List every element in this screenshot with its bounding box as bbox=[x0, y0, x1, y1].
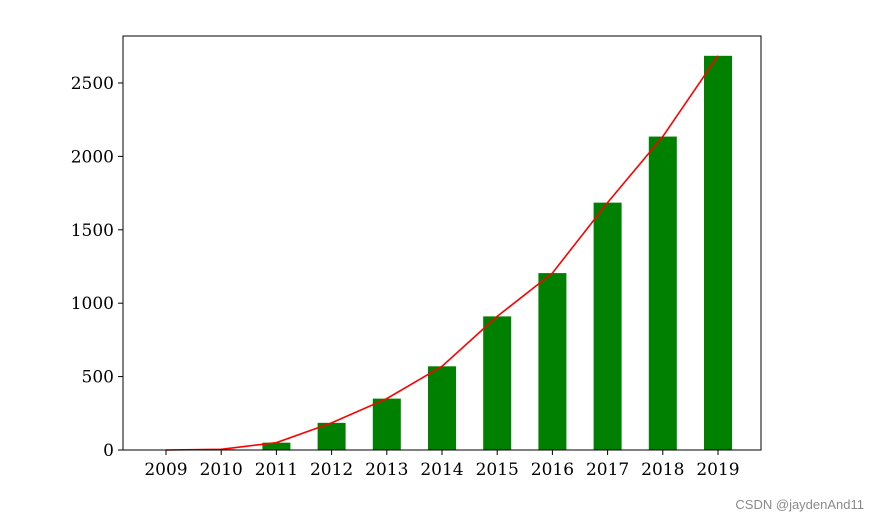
x-tick-label: 2016 bbox=[531, 460, 574, 480]
watermark: CSDN @jaydenAnd11 bbox=[735, 497, 864, 512]
x-axis: 2009 2010 2011 2012 2013 2014 2015 2016 2017 2018… bbox=[144, 450, 740, 480]
bar-2017 bbox=[593, 202, 622, 450]
bar-2016 bbox=[538, 273, 567, 450]
x-tick-label: 2014 bbox=[420, 460, 463, 480]
y-tick-label: 1000 bbox=[71, 294, 114, 314]
bar-series bbox=[207, 55, 732, 450]
x-tick-label: 2010 bbox=[200, 460, 243, 480]
bar-2018 bbox=[648, 136, 677, 450]
x-tick-label: 2013 bbox=[365, 460, 408, 480]
bar-2014 bbox=[428, 366, 456, 450]
x-tick-label: 2019 bbox=[696, 460, 739, 480]
bar-2013 bbox=[372, 398, 401, 450]
y-tick-label: 1500 bbox=[71, 221, 114, 241]
x-tick-label: 2017 bbox=[586, 460, 629, 480]
y-tick-label: 0 bbox=[103, 441, 114, 461]
x-tick-label: 2012 bbox=[310, 460, 353, 480]
y-tick-label: 500 bbox=[82, 368, 114, 388]
x-tick-label: 2015 bbox=[476, 460, 519, 480]
line-series bbox=[165, 55, 719, 451]
bar-2019 bbox=[704, 55, 732, 450]
x-tick-label: 2009 bbox=[144, 460, 187, 480]
trend-line bbox=[165, 55, 719, 451]
y-tick-label: 2000 bbox=[71, 147, 114, 167]
bar-2012 bbox=[317, 422, 346, 450]
bar-2011 bbox=[262, 442, 291, 450]
bar-2015 bbox=[483, 316, 512, 450]
x-tick-label: 2018 bbox=[641, 460, 684, 480]
y-tick-label: 2500 bbox=[71, 74, 114, 94]
x-tick-label: 2011 bbox=[255, 460, 298, 480]
y-axis: 0 500 1000 1500 2000 2500 bbox=[71, 74, 123, 461]
